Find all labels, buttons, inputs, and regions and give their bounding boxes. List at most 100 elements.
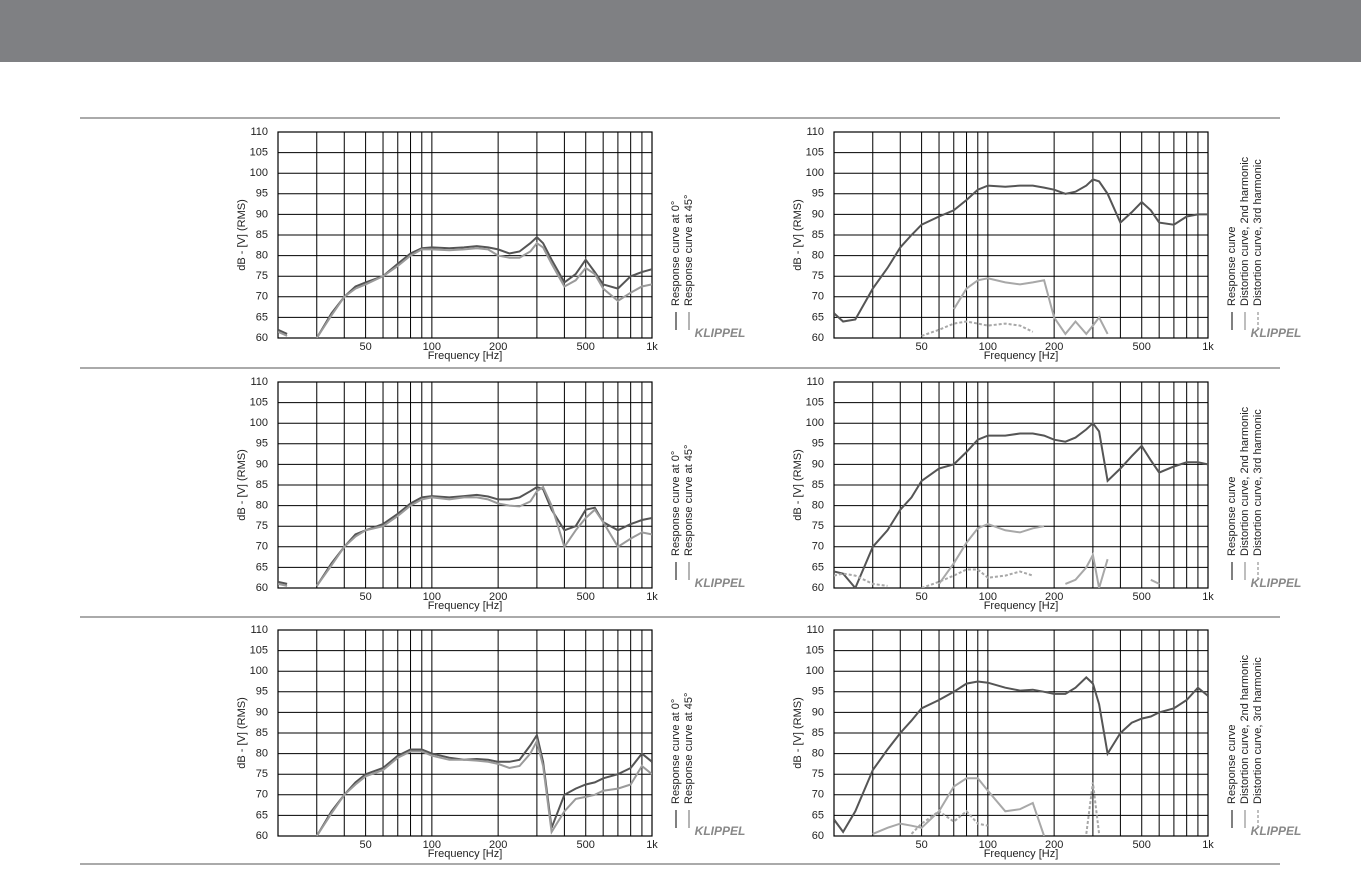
y-axis-label: dB - [V] (RMS) (236, 449, 248, 521)
x-tick-label: 200 (1045, 341, 1063, 353)
y-tick-label: 90 (812, 706, 824, 718)
series-line (278, 485, 652, 587)
logo: KLIPPEL (1251, 824, 1302, 838)
x-tick-label: 100 (979, 591, 997, 603)
x-tick-label: 1k (1202, 591, 1214, 603)
legend-label: Distortion curve, 2nd harmonic (1239, 654, 1251, 804)
logo: KLIPPEL (1251, 326, 1302, 340)
y-tick-label: 65 (256, 561, 268, 573)
y-tick-label: 70 (812, 789, 824, 801)
y-tick-label: 70 (256, 789, 268, 801)
series-line (834, 178, 1208, 323)
series-line (315, 732, 652, 836)
y-tick-label: 60 (256, 830, 268, 842)
legend-label: Response curve at 45° (683, 195, 695, 306)
y-tick-label: 110 (250, 624, 268, 636)
y-tick-label: 65 (256, 311, 268, 323)
y-tick-label: 60 (256, 582, 268, 594)
x-tick-label: 50 (359, 839, 371, 851)
series-line (315, 738, 652, 836)
y-tick-label: 80 (256, 250, 268, 262)
x-tick-label: 500 (577, 341, 595, 353)
x-tick-label: 1k (1202, 839, 1214, 851)
x-tick-label: 500 (577, 591, 595, 603)
series-line (278, 235, 652, 338)
legend-label: Response curve at 45° (683, 693, 695, 804)
y-tick-label: 65 (812, 311, 824, 323)
x-tick-label: 100 (423, 591, 441, 603)
series-line (910, 782, 1101, 835)
y-tick-label: 95 (256, 686, 268, 698)
y-axis-label: dB - [V] (RMS) (236, 199, 248, 271)
y-tick-label: 105 (806, 645, 824, 657)
y-tick-label: 110 (806, 376, 824, 388)
series-line (938, 523, 1160, 588)
legend-label: Response curve (1226, 725, 1238, 805)
x-tick-label: 500 (1133, 839, 1151, 851)
y-axis-label: dB - [V] (RMS) (792, 449, 804, 521)
legend-label: Response curve at 0° (670, 699, 682, 804)
x-tick-label: 50 (359, 591, 371, 603)
series-line (834, 676, 1208, 834)
legend-label: Response curve at 45° (683, 445, 695, 556)
header-bar (0, 0, 1361, 62)
x-tick-label: 200 (489, 591, 507, 603)
y-tick-label: 85 (256, 229, 268, 241)
y-tick-label: 75 (256, 520, 268, 532)
x-tick-label: 500 (577, 839, 595, 851)
x-tick-label: 50 (915, 839, 927, 851)
logo: KLIPPEL (1251, 576, 1302, 590)
x-tick-label: 100 (423, 839, 441, 851)
x-tick-label: 100 (979, 839, 997, 851)
x-tick-label: 200 (1045, 839, 1063, 851)
x-tick-label: 200 (489, 839, 507, 851)
y-tick-label: 100 (806, 167, 824, 179)
y-tick-label: 100 (806, 417, 824, 429)
y-tick-label: 70 (256, 541, 268, 553)
y-tick-label: 75 (812, 768, 824, 780)
x-tick-label: 1k (646, 839, 658, 851)
y-tick-label: 80 (256, 500, 268, 512)
logo: KLIPPEL (695, 576, 746, 590)
y-tick-label: 75 (256, 768, 268, 780)
x-tick-label: 100 (979, 341, 997, 353)
y-tick-label: 110 (806, 624, 824, 636)
y-tick-label: 60 (812, 332, 824, 344)
y-axis-label: dB - [V] (RMS) (236, 697, 248, 769)
y-tick-label: 75 (812, 520, 824, 532)
y-tick-label: 90 (256, 706, 268, 718)
y-tick-label: 95 (812, 188, 824, 200)
y-tick-label: 85 (256, 479, 268, 491)
y-tick-label: 80 (812, 748, 824, 760)
legend-label: Response curve at 0° (670, 451, 682, 556)
y-tick-label: 90 (256, 208, 268, 220)
y-tick-label: 60 (812, 582, 824, 594)
y-tick-label: 85 (812, 727, 824, 739)
legend-label: Distortion curve, 2nd harmonic (1239, 156, 1251, 306)
y-tick-label: 100 (250, 167, 268, 179)
x-tick-label: 500 (1133, 341, 1151, 353)
series-line (952, 277, 1109, 336)
legend-label: Distortion curve, 3rd harmonic (1252, 409, 1264, 556)
y-tick-label: 95 (812, 686, 824, 698)
logo: KLIPPEL (695, 824, 746, 838)
y-tick-label: 105 (250, 397, 268, 409)
y-tick-label: 100 (806, 665, 824, 677)
y-tick-label: 75 (256, 270, 268, 282)
y-tick-label: 110 (250, 126, 268, 138)
y-tick-label: 60 (256, 332, 268, 344)
x-axis-label: Frequency [Hz] (984, 848, 1059, 860)
y-tick-label: 90 (256, 458, 268, 470)
series-line (921, 320, 1034, 337)
logo: KLIPPEL (695, 326, 746, 340)
plot-frame (277, 629, 653, 837)
y-tick-label: 110 (806, 126, 824, 138)
x-tick-label: 200 (489, 341, 507, 353)
plot-frame (277, 131, 653, 339)
plot-frame (833, 131, 1209, 339)
y-tick-label: 105 (250, 147, 268, 159)
x-tick-label: 1k (646, 341, 658, 353)
series-line (278, 486, 652, 587)
y-tick-label: 95 (256, 438, 268, 450)
